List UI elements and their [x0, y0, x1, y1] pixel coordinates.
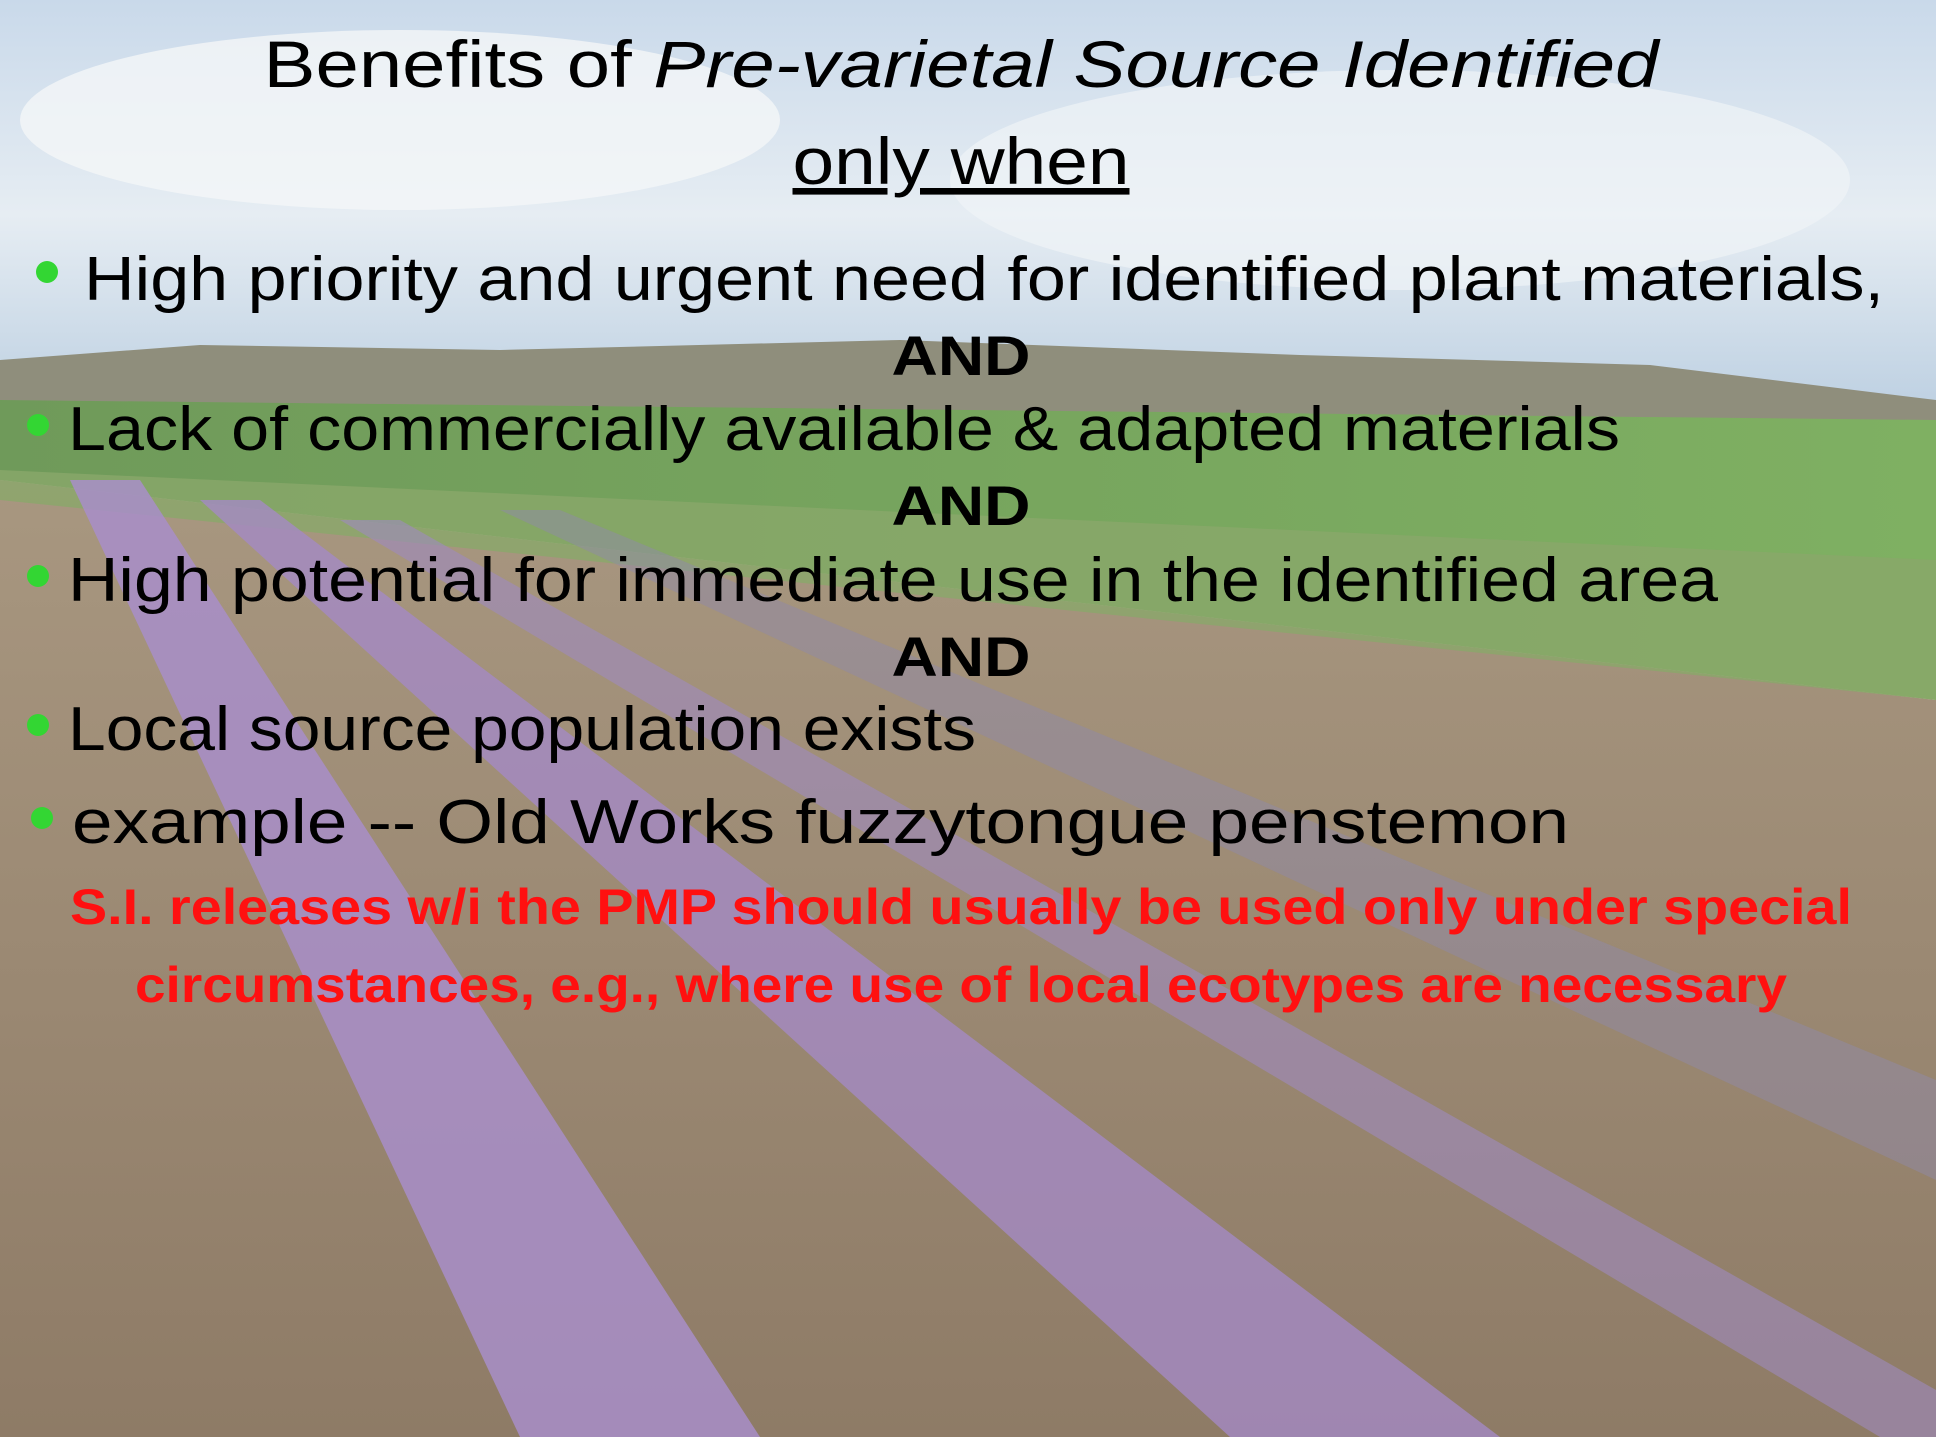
- bullet-text: Lack of commercially available & adapted…: [68, 395, 1620, 464]
- note-line: S.I. releases w/i the PMP should usually…: [70, 879, 1852, 935]
- bullet-text: example -- Old Works fuzzytongue penstem…: [72, 788, 1569, 857]
- bullet-text: High priority and urgent need for identi…: [84, 245, 1884, 314]
- connector: AND: [892, 474, 1031, 537]
- bullet-dot: [36, 261, 58, 283]
- bullet-text: High potential for immediate use in the …: [68, 546, 1719, 615]
- bullet-text: Local source population exists: [68, 695, 976, 764]
- bullet-dot: [27, 714, 49, 736]
- title-line2: only when: [793, 124, 1130, 198]
- title: Benefits of Pre-varietal Source Identifi…: [264, 27, 1662, 101]
- bullet-dot: [31, 807, 53, 829]
- bullet-dot: [27, 565, 49, 587]
- connector: AND: [892, 625, 1031, 688]
- connector: AND: [892, 324, 1031, 387]
- bullet-dot: [27, 414, 49, 436]
- title-plain: Benefits of: [264, 27, 633, 101]
- title-italic: Pre-varietal Source Identified: [653, 27, 1661, 101]
- note-line: circumstances, e.g., where use of local …: [135, 957, 1787, 1013]
